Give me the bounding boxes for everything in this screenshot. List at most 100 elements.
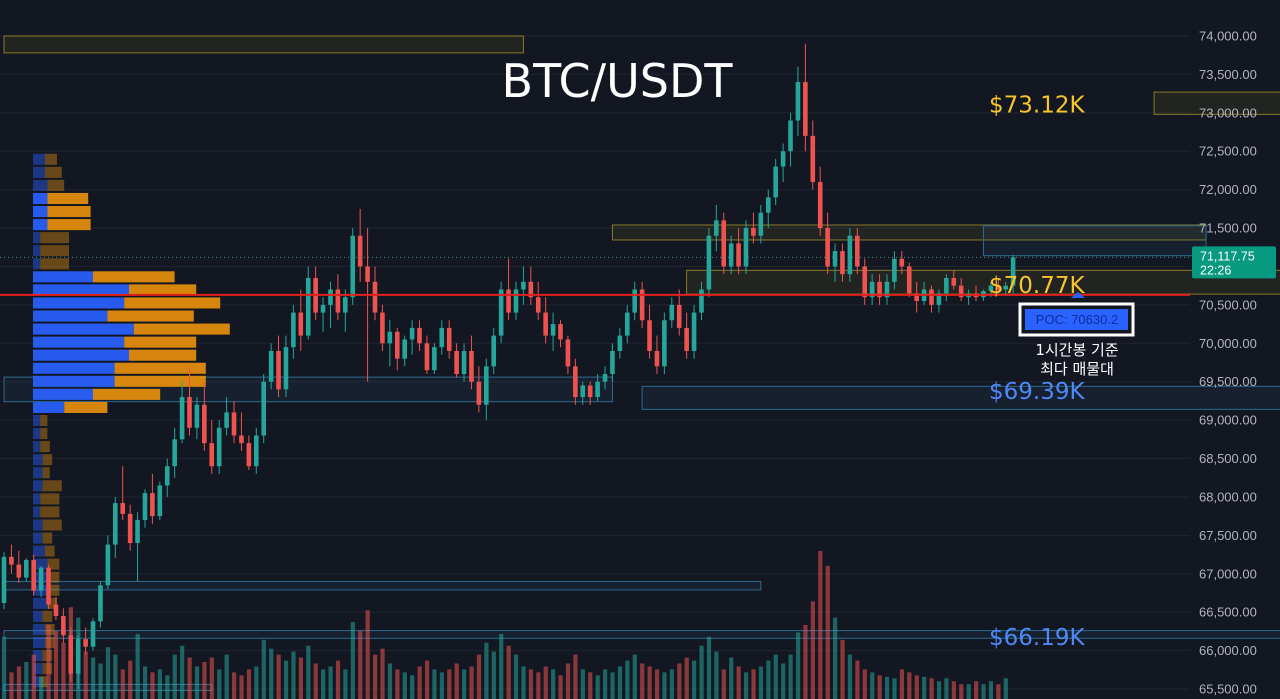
volume-bar-100 <box>744 672 749 699</box>
chart-title: BTC/USDT <box>502 54 734 108</box>
volume-bar-39 <box>291 651 296 699</box>
candle-body-0 <box>1 556 7 603</box>
candle-body-111 <box>825 228 830 267</box>
volume-bar-49 <box>365 610 370 699</box>
volume-bar-101 <box>751 669 756 699</box>
candle-body-33 <box>246 443 252 467</box>
volume-bar-19 <box>142 666 148 699</box>
volume-bar-98 <box>729 657 734 699</box>
last-price-tag <box>1192 246 1276 279</box>
candle-body-5 <box>38 567 44 591</box>
volume-bar-20 <box>150 672 155 699</box>
candle-body-69 <box>513 289 519 313</box>
volume-bar-38 <box>283 660 289 699</box>
profile-buy-26 <box>33 336 125 348</box>
volume-bar-23 <box>172 654 177 699</box>
volume-bar-73 <box>543 666 548 699</box>
candle-body-49 <box>365 266 370 282</box>
profile-buy-34 <box>33 232 41 244</box>
volume-bar-95 <box>706 636 712 699</box>
last-price-label: 71,117.75 <box>1200 249 1255 263</box>
candle-body-53 <box>394 331 400 359</box>
candle-body-85 <box>632 289 637 313</box>
volume-bar-122 <box>907 672 912 699</box>
poc-box-pointer <box>1071 292 1085 298</box>
candle-body-84 <box>624 312 630 336</box>
candle-body-17 <box>127 513 133 544</box>
candle-body-50 <box>372 281 378 313</box>
volume-bar-62 <box>462 669 467 699</box>
zone-label-0: $73.12K <box>989 93 1085 119</box>
volume-bar-103 <box>766 660 771 699</box>
volume-bar-15 <box>113 654 118 699</box>
profile-sell-36 <box>47 206 91 218</box>
volume-bar-104 <box>773 654 778 699</box>
candle-body-16 <box>120 503 126 514</box>
candle-body-15 <box>113 503 118 545</box>
candle-body-48 <box>357 235 363 267</box>
volume-bar-76 <box>565 663 571 699</box>
candle-body-92 <box>684 327 689 351</box>
volume-bar-120 <box>892 678 897 699</box>
profile-buy-35 <box>33 219 48 231</box>
volume-bar-125 <box>929 678 934 699</box>
zone-box-demand-6 <box>982 225 1207 257</box>
profile-buy-19 <box>33 428 41 440</box>
volume-bar-114 <box>847 654 853 699</box>
candle-body-66 <box>491 335 497 367</box>
profile-buy-39 <box>33 166 45 178</box>
candle-body-40 <box>298 312 304 336</box>
profile-buy-36 <box>33 206 48 218</box>
candle-body-35 <box>261 381 266 436</box>
candle-body-110 <box>817 181 823 229</box>
candle-body-79 <box>587 385 593 398</box>
profile-sell-34 <box>40 232 69 244</box>
volume-bar-36 <box>269 648 274 699</box>
candle-body-126 <box>936 293 942 305</box>
profile-buy-15 <box>33 480 43 492</box>
candle-body-58 <box>432 347 437 371</box>
candle-body-31 <box>231 412 237 436</box>
volume-bar-112 <box>833 617 838 699</box>
volume-bar-97 <box>721 669 726 699</box>
candle-body-60 <box>446 327 452 351</box>
candlesticks <box>1 43 1016 689</box>
volume-bar-116 <box>862 669 867 699</box>
profile-buy-2 <box>33 650 43 662</box>
y-tick-label-2: 66,500.00 <box>1199 605 1257 620</box>
candle-body-56 <box>417 327 422 344</box>
candle-body-109 <box>810 135 816 182</box>
volume-bar-118 <box>877 675 882 699</box>
zone-box-supply-1 <box>1153 91 1280 115</box>
candle-body-93 <box>691 312 697 351</box>
profile-sell-9 <box>47 558 60 570</box>
volume-bar-25 <box>187 657 192 699</box>
profile-sell-20 <box>40 414 48 427</box>
candle-body-37 <box>276 350 281 390</box>
y-tick-label-5: 68,000.00 <box>1199 489 1257 504</box>
candle-body-105 <box>780 151 786 167</box>
profile-sell-14 <box>40 493 60 505</box>
volume-bar-83 <box>617 666 623 699</box>
volume-bar-44 <box>328 666 333 699</box>
volume-bar-52 <box>387 663 393 699</box>
volume-profile <box>33 153 230 688</box>
poc-note-line-0: 1시간봉 기준 <box>1035 341 1119 359</box>
profile-sell-10 <box>45 545 55 557</box>
volume-bar-37 <box>276 654 281 699</box>
candle-body-1 <box>9 556 14 565</box>
volume-bar-18 <box>135 633 140 699</box>
candle-body-117 <box>869 281 875 298</box>
volume-bar-61 <box>454 663 459 699</box>
profile-sell-29 <box>124 297 221 309</box>
candle-body-96 <box>714 220 719 236</box>
candle-body-4 <box>31 559 36 591</box>
volume-bar-65 <box>484 642 489 699</box>
volume-bar-128 <box>951 681 956 699</box>
volume-bar-77 <box>573 654 578 699</box>
candle-body-39 <box>291 312 296 348</box>
volume-bar-1 <box>9 672 14 699</box>
volume-bar-48 <box>358 630 363 699</box>
volume-bar-111 <box>825 565 830 699</box>
candle-body-14 <box>105 544 111 586</box>
